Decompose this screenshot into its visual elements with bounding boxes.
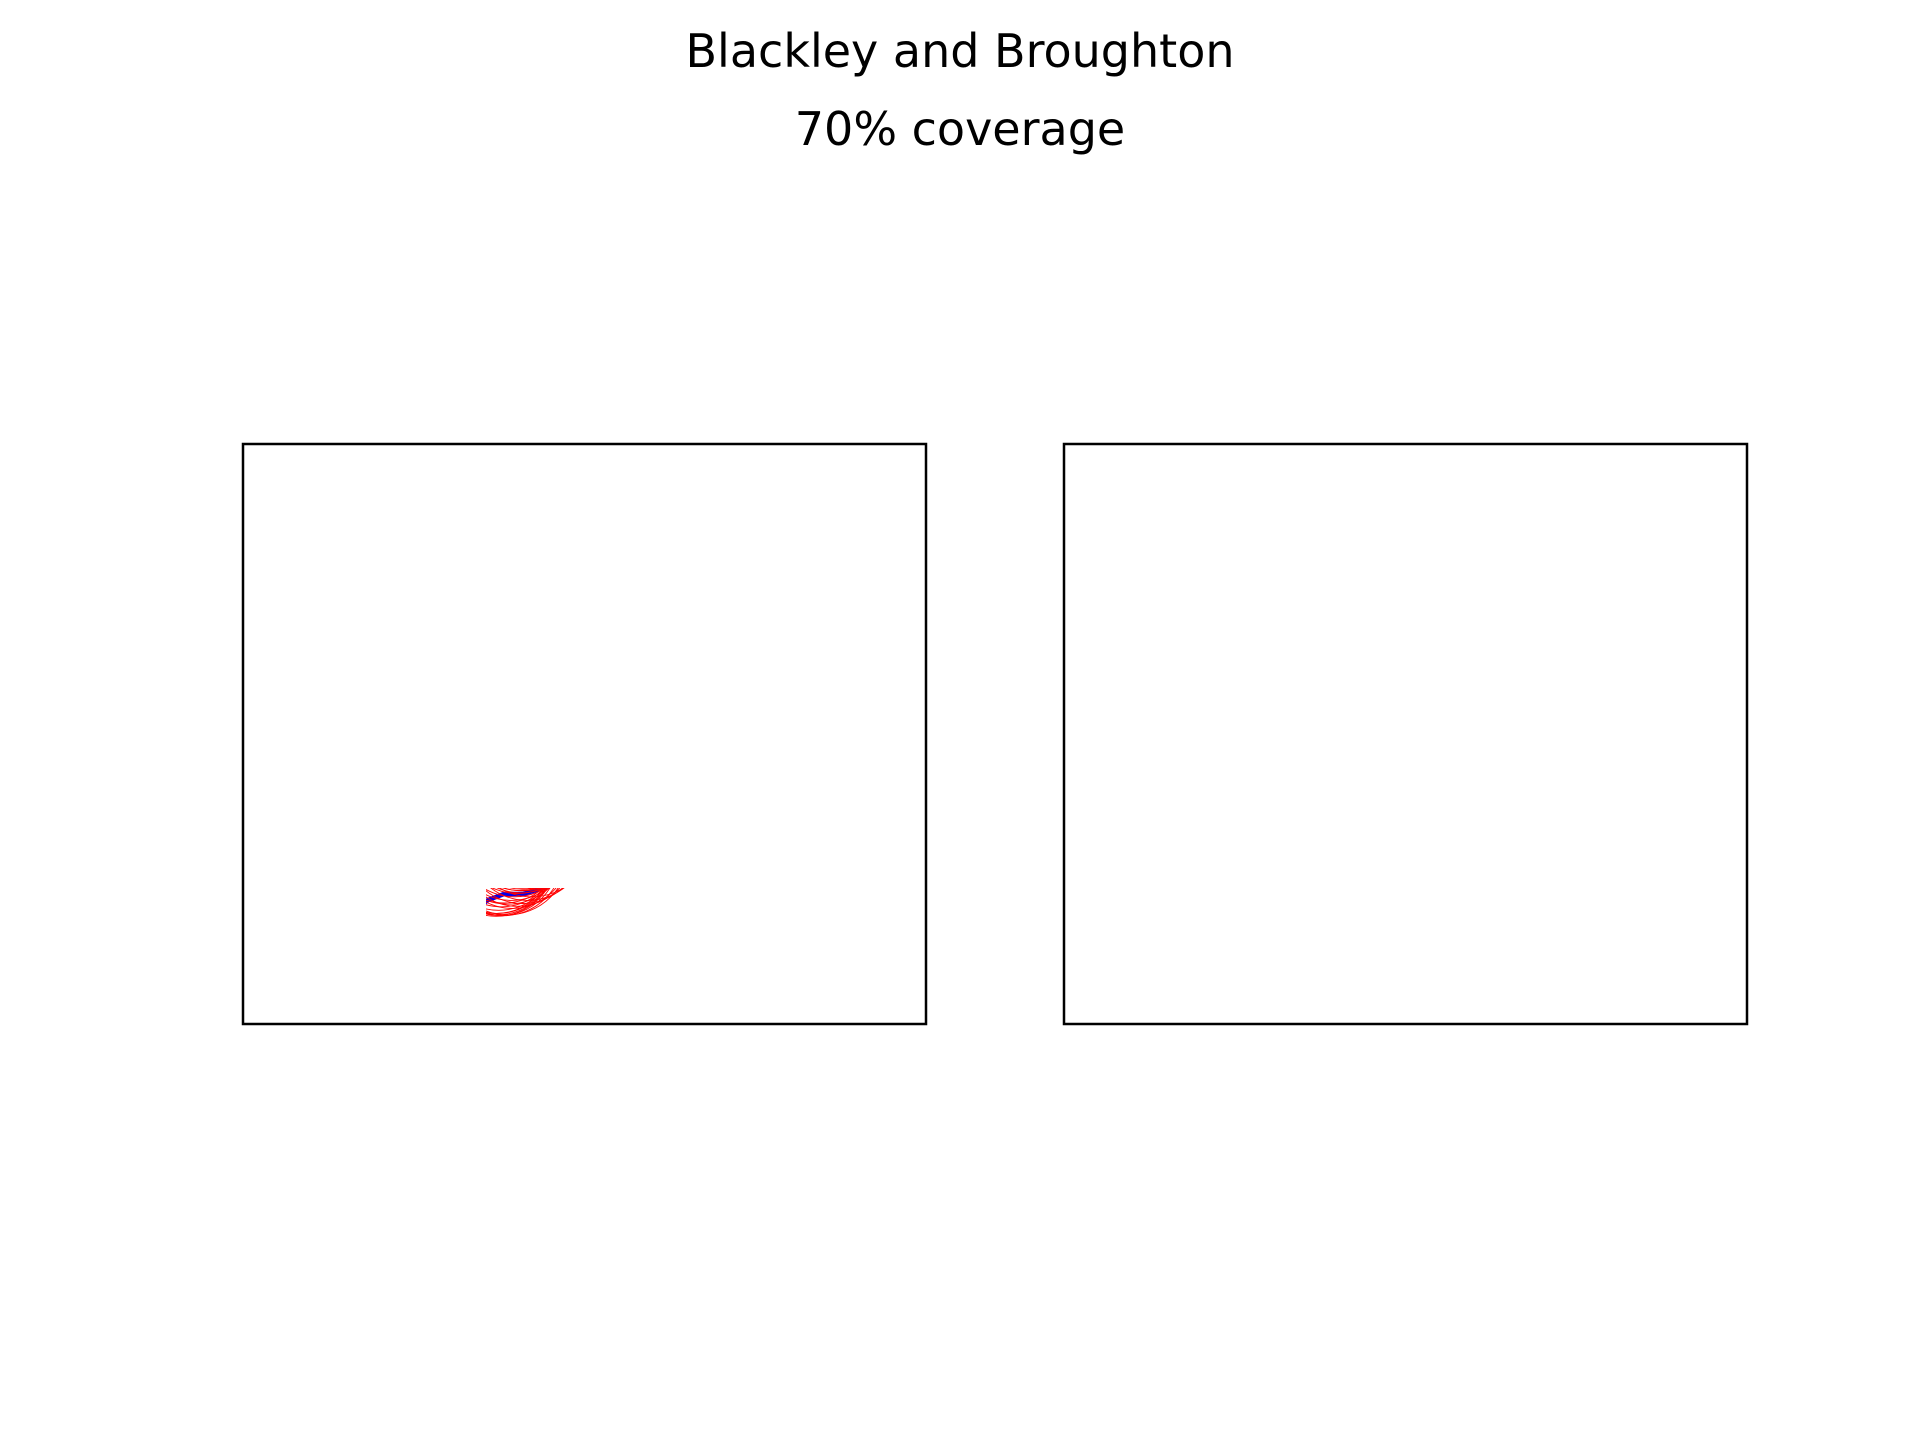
- figure-title: Blackley and Broughton: [685, 24, 1235, 78]
- coverage-circles-left: [486, 888, 565, 917]
- coverage-circle: [486, 888, 555, 917]
- panel-frame-left: [241, 442, 928, 1026]
- coverage-circle: [525, 888, 544, 889]
- map-panel-right: [1062, 442, 1749, 1026]
- coverage-circle: [486, 888, 549, 901]
- coverage-circle: [491, 888, 544, 894]
- coverage-circle: [486, 888, 544, 904]
- coverage-circle: [486, 888, 545, 908]
- coverage-circle: [486, 888, 545, 914]
- coverage-circle: [508, 888, 537, 890]
- coverage-circle: [496, 888, 547, 894]
- coverage-circle: [501, 888, 538, 891]
- coverage-circle: [486, 888, 546, 911]
- coverage-circle: [499, 888, 565, 898]
- panel-frame-right: [1062, 442, 1749, 1026]
- coverage-circle: [486, 888, 557, 909]
- coverage-circle: [490, 888, 565, 901]
- coverage-circle: [486, 888, 559, 916]
- coverage-circle: [486, 888, 561, 907]
- coverage-circle: [486, 888, 547, 916]
- map-panel-left: [241, 442, 928, 1026]
- coverage-circle: [486, 888, 547, 898]
- coverage-circle: [486, 888, 564, 904]
- coverage-circle: [486, 888, 550, 905]
- figure-subtitle: 70% coverage: [794, 102, 1126, 156]
- coverage-circle: [486, 888, 549, 917]
